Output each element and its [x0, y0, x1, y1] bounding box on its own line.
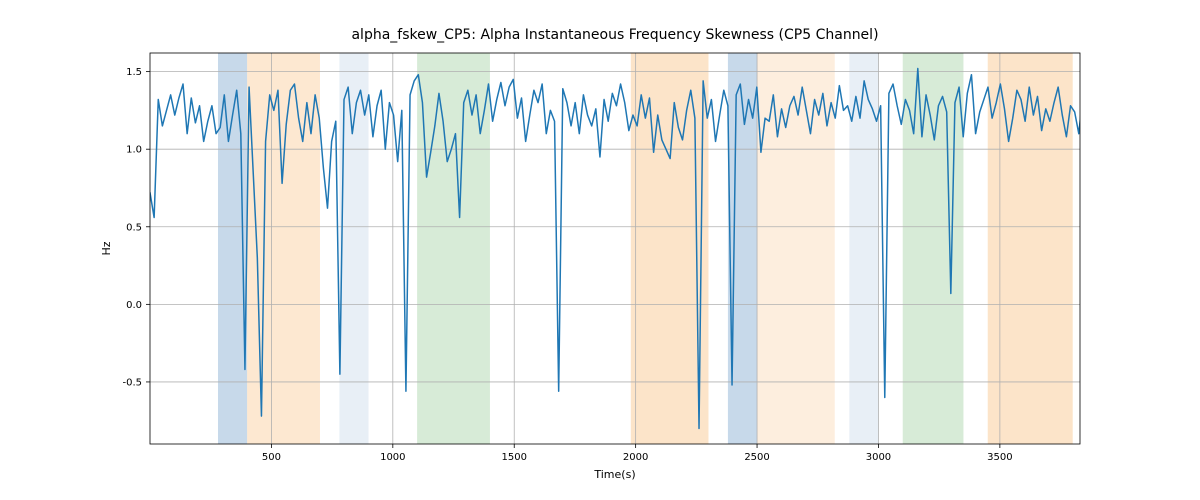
y-tick-label: 1.5 [126, 67, 142, 78]
x-tick-label: 1500 [502, 452, 527, 463]
line-chart: 500 1000 1500 2000 2500 3000 3500 -0.5 0.0 0.5 1.0… [0, 0, 1200, 500]
x-tick-label: 3000 [866, 452, 891, 463]
y-tick-label: 1.0 [126, 145, 142, 156]
x-tick-label: 2000 [623, 452, 648, 463]
x-tick-label: 1000 [380, 452, 405, 463]
x-axis-label: Time(s) [593, 468, 635, 481]
shaded-bands [218, 53, 1073, 444]
x-tick-label: 3500 [987, 452, 1012, 463]
band-1 [247, 53, 320, 444]
y-tick-label: 0.0 [126, 300, 142, 311]
x-tick-label: 500 [262, 452, 281, 463]
y-tick-label: -0.5 [122, 377, 142, 388]
y-tick-label: 0.5 [126, 222, 142, 233]
x-tick-label: 2500 [744, 452, 769, 463]
y-axis-label: Hz [100, 241, 113, 255]
y-ticks: -0.5 0.0 0.5 1.0 1.5 [122, 67, 150, 388]
band-3 [417, 53, 490, 444]
chart-title: alpha_fskew_CP5: Alpha Instantaneous Fre… [351, 27, 878, 43]
x-ticks: 500 1000 1500 2000 2500 3000 3500 [262, 444, 1013, 463]
band-6 [757, 53, 835, 444]
chart-container: 500 1000 1500 2000 2500 3000 3500 -0.5 0.0 0.5 1.0… [0, 0, 1200, 500]
band-9 [988, 53, 1073, 444]
